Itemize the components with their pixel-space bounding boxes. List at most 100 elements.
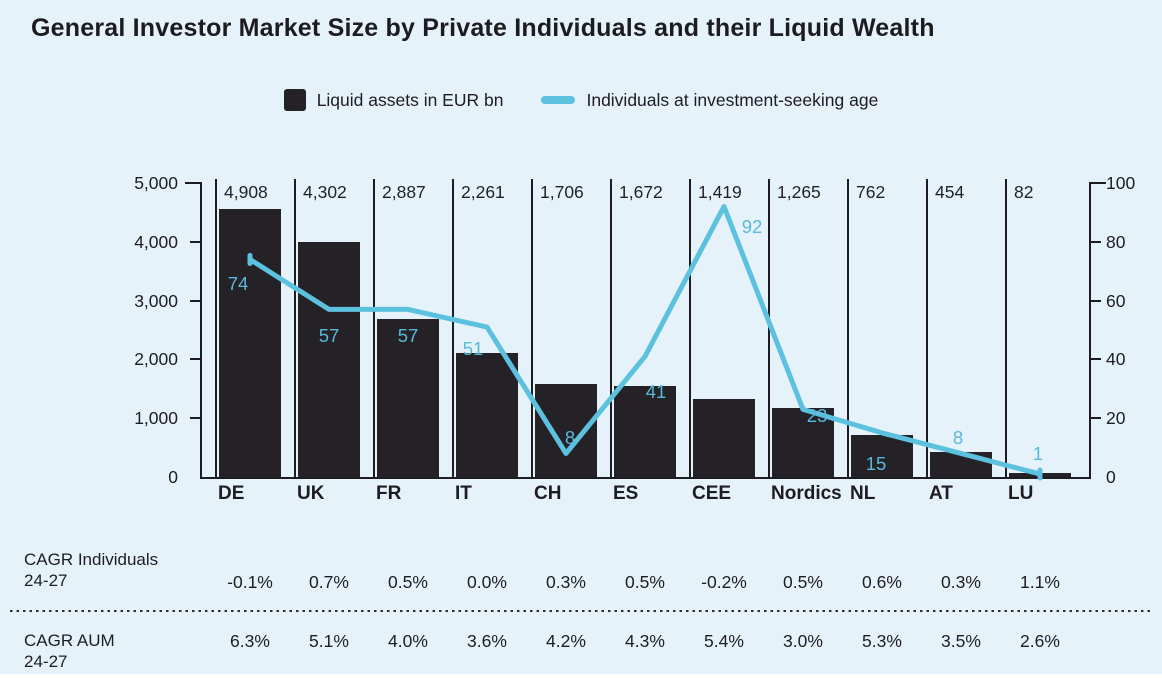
cagr-value: 0.3% bbox=[941, 572, 981, 592]
cagr-value: 4.3% bbox=[625, 631, 665, 651]
left-axis-tick bbox=[190, 299, 200, 302]
cagr-value: 4.2% bbox=[546, 631, 586, 651]
bar-value-label: 4,302 bbox=[303, 182, 347, 202]
left-axis-tick-label: 0 bbox=[168, 467, 178, 487]
bar-Nordics bbox=[772, 407, 834, 477]
column-boundary-line bbox=[452, 179, 454, 477]
right-axis-tick-label: 20 bbox=[1106, 408, 1126, 429]
category-label-UK: UK bbox=[297, 483, 325, 504]
left-axis-tick-label: 1,000 bbox=[134, 408, 178, 429]
category-label-AT: AT bbox=[929, 483, 953, 504]
cagr-value: 3.0% bbox=[783, 631, 823, 651]
bar-value-label: 454 bbox=[935, 182, 965, 202]
bar-value-label: 4,908 bbox=[224, 182, 268, 202]
cagr-value: 3.5% bbox=[941, 631, 981, 651]
bar-value-label: 1,419 bbox=[698, 182, 742, 202]
bar-value-label: 2,261 bbox=[461, 182, 505, 202]
column-boundary-line bbox=[215, 179, 217, 477]
cagr-value: 0.3% bbox=[546, 572, 586, 592]
cagr-row-label-line2: 24-27 bbox=[24, 571, 68, 590]
chart-area: 5,000 4,000 3,000 2,000 1,000 0 100 80 60 40 20 0 4,… bbox=[134, 173, 1136, 504]
right-axis-tick bbox=[1091, 299, 1101, 302]
line-point-label: 1 bbox=[1032, 443, 1044, 465]
right-axis-tick-label: 80 bbox=[1106, 231, 1126, 252]
bar-value-label: 1,672 bbox=[619, 182, 663, 202]
individuals-line-series bbox=[247, 204, 1043, 481]
right-axis-tick-label: 40 bbox=[1106, 349, 1126, 370]
category-label-Nordics: Nordics bbox=[771, 483, 842, 504]
cagr-value: 0.5% bbox=[388, 572, 428, 592]
category-label-CH: CH bbox=[534, 483, 562, 504]
cagr-value: -0.1% bbox=[227, 572, 273, 592]
cagr-value: 5.4% bbox=[704, 631, 744, 651]
line-endpoint-marker bbox=[247, 252, 253, 266]
line-point-label: 41 bbox=[645, 381, 667, 403]
bar-IT bbox=[456, 353, 518, 477]
right-axis-tick-label: 0 bbox=[1106, 467, 1116, 487]
line-point-label: 92 bbox=[741, 215, 763, 237]
bar-value-label: 1,265 bbox=[777, 182, 821, 202]
cagr-row-label-line2: 24-27 bbox=[24, 652, 68, 671]
category-label-ES: ES bbox=[613, 483, 639, 504]
cagr-row-label-line1: CAGR Individuals bbox=[24, 550, 159, 569]
column-boundary-line bbox=[294, 179, 296, 477]
x-axis-baseline bbox=[200, 477, 1091, 479]
bar-NL bbox=[851, 435, 913, 477]
cagr-value: 4.0% bbox=[388, 631, 428, 651]
category-label-LU: LU bbox=[1008, 483, 1034, 504]
left-axis-tick-label: 2,000 bbox=[134, 349, 178, 370]
category-label-CEE: CEE bbox=[692, 483, 732, 504]
page-title: General Investor Market Size by Private … bbox=[31, 14, 935, 42]
line-path bbox=[247, 204, 1043, 477]
left-axis-tick-label: 3,000 bbox=[134, 290, 178, 311]
cagr-value: 0.0% bbox=[467, 572, 507, 592]
left-axis-tick bbox=[190, 417, 200, 420]
line-swatch-icon bbox=[541, 96, 576, 104]
cagr-value: 2.6% bbox=[1020, 631, 1060, 651]
right-axis-cap bbox=[1089, 182, 1106, 184]
category-label-NL: NL bbox=[850, 483, 876, 504]
bar-UK bbox=[298, 241, 360, 477]
left-axis-tick-label: 5,000 bbox=[134, 173, 178, 193]
cagr-value: 6.3% bbox=[230, 631, 270, 651]
bar-ES bbox=[614, 385, 676, 477]
cagr-table: CAGR Individuals 24-27 -0.1% 0.7% 0.5% 0.0% 0.… bbox=[0, 520, 1162, 674]
cagr-value: 0.7% bbox=[309, 572, 349, 592]
column-boundary-line bbox=[531, 179, 533, 477]
legend-item-individuals: Individuals at investment-seeking age bbox=[541, 90, 878, 111]
column-boundary-line bbox=[1005, 179, 1007, 477]
cagr-value: 5.1% bbox=[309, 631, 349, 651]
legend-label: Individuals at investment-seeking age bbox=[586, 89, 879, 110]
dotted-divider bbox=[10, 610, 1152, 612]
right-axis-tick-label: 60 bbox=[1106, 290, 1126, 311]
right-axis-tick bbox=[1091, 240, 1101, 243]
cagr-row-label: CAGR Individuals 24-27 bbox=[24, 549, 158, 591]
line-endpoint-marker bbox=[1037, 467, 1043, 481]
category-label-DE: DE bbox=[218, 483, 245, 504]
left-axis-tick bbox=[190, 240, 200, 243]
cagr-row-label: CAGR AUM 24-27 bbox=[24, 630, 115, 672]
line-point-label: 51 bbox=[462, 338, 484, 360]
cagr-value: 0.6% bbox=[862, 572, 902, 592]
line-point-label: 8 bbox=[952, 427, 964, 449]
bar-CEE bbox=[693, 399, 755, 477]
bar-swatch-icon bbox=[283, 89, 306, 111]
left-axis-line bbox=[200, 182, 202, 478]
line-point-label: 57 bbox=[318, 325, 340, 347]
category-label-IT: IT bbox=[455, 483, 472, 504]
line-point-label: 23 bbox=[806, 405, 828, 427]
legend-label: Liquid assets in EUR bn bbox=[316, 89, 504, 110]
cagr-value: 1.1% bbox=[1020, 572, 1060, 592]
column-boundary-line bbox=[847, 179, 849, 477]
line-point-label: 57 bbox=[397, 325, 419, 347]
left-axis-tick-label: 4,000 bbox=[134, 231, 178, 252]
bar-value-label: 1,706 bbox=[540, 182, 584, 202]
cagr-value: 5.3% bbox=[862, 631, 902, 651]
legend-item-liquid-assets: Liquid assets in EUR bn bbox=[283, 89, 504, 111]
right-axis-tick-label: 100 bbox=[1106, 173, 1136, 193]
column-boundary-line bbox=[610, 179, 612, 477]
category-label-FR: FR bbox=[376, 483, 402, 504]
cagr-value: -0.2% bbox=[701, 572, 747, 592]
cagr-value: 0.5% bbox=[625, 572, 665, 592]
